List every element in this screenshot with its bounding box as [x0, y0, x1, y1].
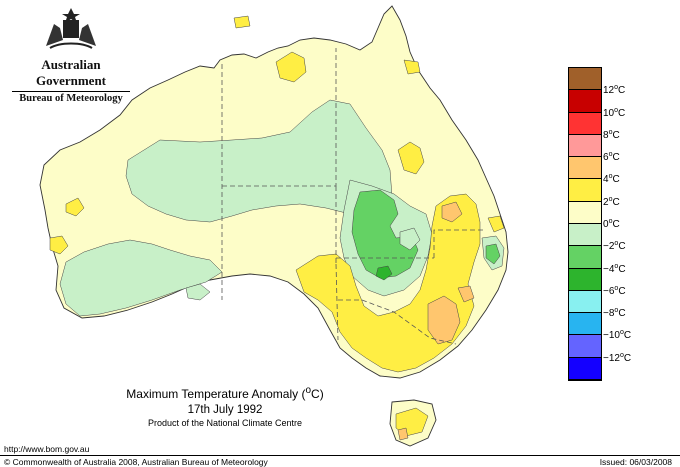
legend-swatch	[569, 201, 601, 224]
map-title: Maximum Temperature Anomaly (oC) 17th Ju…	[110, 385, 340, 428]
legend-label: 4oC	[603, 173, 620, 186]
legend-swatch	[569, 134, 601, 158]
warm-spot-north	[275, 51, 307, 83]
cold-region-inland	[351, 189, 419, 279]
copyright-text: © Commonwealth of Australia 2008, Austra…	[4, 457, 268, 467]
legend-swatch	[569, 224, 601, 247]
warmer-region-south	[427, 295, 461, 345]
legend-label: −4oC	[603, 262, 626, 275]
warmer-spot-east	[441, 201, 463, 223]
warm-spot-west	[49, 235, 69, 255]
title-date: 17th July 1992	[187, 404, 263, 416]
coat-of-arms-icon	[46, 8, 96, 49]
footer-divider	[0, 455, 680, 456]
legend-swatch	[569, 68, 601, 91]
legend-swatch	[569, 313, 601, 336]
legend-label: 0oC	[603, 217, 620, 231]
legend-label: 10oC	[603, 106, 626, 119]
warm-spot-ne-coast	[487, 215, 505, 233]
legend-label: 6oC	[603, 150, 620, 164]
warm-region-queensland	[397, 141, 425, 175]
warm-spot-northwest	[65, 197, 85, 217]
legend-label: −10oC	[603, 329, 632, 342]
legend-label: −2oC	[603, 240, 626, 253]
legend-swatch	[569, 179, 601, 202]
cold-region-coast	[485, 243, 501, 265]
cool-region-sw-spot	[185, 283, 211, 301]
state-borders	[221, 48, 486, 345]
website-link[interactable]: http://www.bom.gov.au	[4, 444, 90, 454]
legend-label: −8oC	[603, 306, 626, 320]
issued-date: Issued: 06/03/2008	[599, 457, 672, 467]
legend-label: 2oC	[603, 195, 620, 208]
warm-spot-northeast	[403, 59, 421, 75]
title-product: Product of the National Climate Centre	[147, 418, 303, 428]
legend-swatch	[569, 268, 601, 291]
warm-spot-cape	[233, 15, 251, 29]
legend-swatch	[569, 335, 601, 358]
legend-swatch	[569, 157, 601, 180]
title-main: Maximum Temperature Anomaly (oC)	[126, 385, 324, 401]
legend-swatch	[569, 290, 601, 314]
legend-label: −12oC	[603, 351, 632, 364]
legend-swatch	[569, 357, 601, 380]
colder-spot	[375, 265, 393, 281]
legend-label: 12oC	[603, 84, 626, 97]
legend-swatch	[569, 90, 601, 113]
cool-region-west	[59, 239, 223, 317]
legend-label: 8oC	[603, 128, 620, 142]
cool-pocket	[399, 227, 421, 251]
logo-divider	[12, 91, 130, 92]
government-logo: Australian Government Bureau of Meteorol…	[6, 6, 136, 104]
legend-swatch	[569, 112, 601, 135]
warmer-spot-tasmania	[397, 427, 409, 441]
agency-name: Bureau of Meteorology	[19, 93, 123, 104]
color-legend	[568, 67, 602, 381]
government-name: Australian Government	[35, 57, 107, 88]
legend-label: −6oC	[603, 284, 626, 298]
warmer-spot-inland	[457, 285, 475, 303]
legend-swatch	[569, 246, 601, 269]
